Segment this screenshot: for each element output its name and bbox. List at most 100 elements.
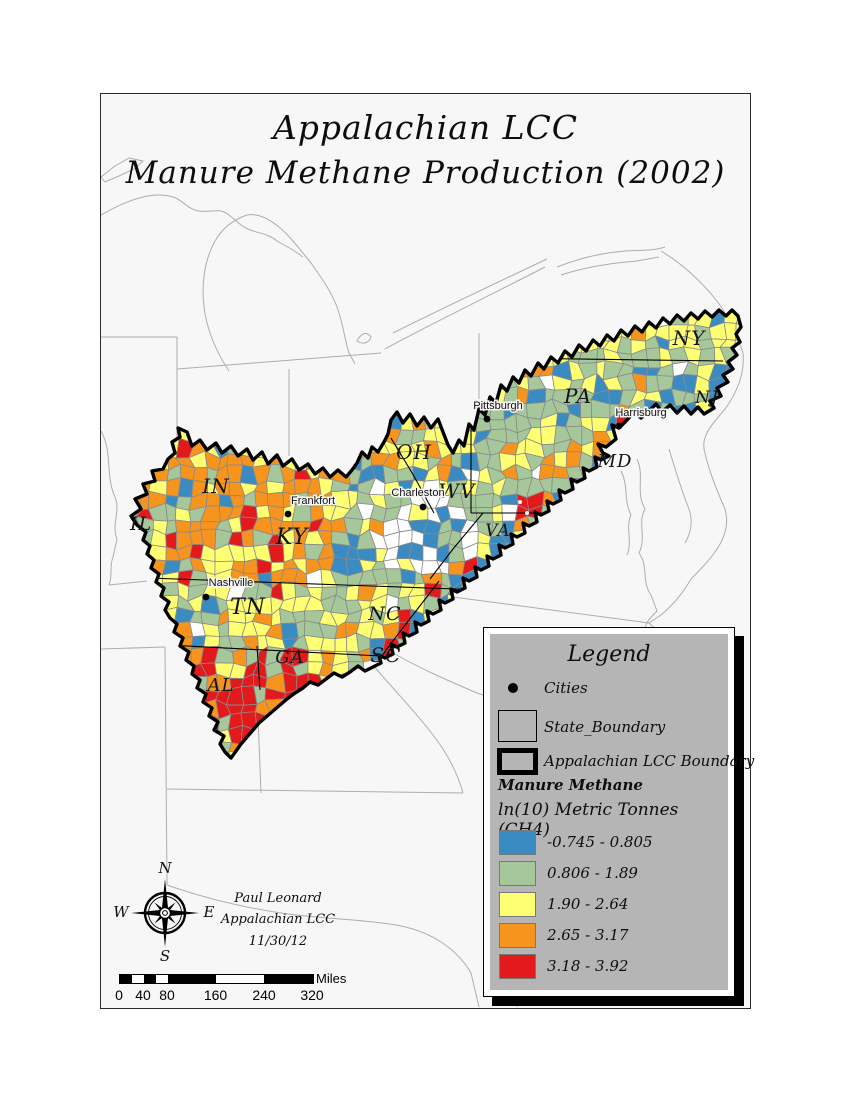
county-cell [330, 689, 348, 705]
state-label-al: AL [206, 675, 235, 696]
county-cell [131, 626, 143, 640]
county-cell [153, 427, 167, 442]
state-outline [452, 596, 650, 624]
county-cell [173, 712, 189, 731]
county-cell [736, 494, 741, 509]
state-label-oh: OH [396, 440, 432, 464]
county-cell [131, 469, 142, 479]
county-cell [131, 437, 137, 460]
county-cell [643, 464, 663, 482]
county-cell [551, 310, 571, 329]
class-swatch [499, 954, 536, 979]
county-cell [280, 622, 299, 641]
county-cell [738, 502, 741, 525]
county-cell [706, 542, 729, 564]
county-cell [475, 581, 490, 602]
county-cell [253, 754, 274, 758]
scale-tick-label: 160 [203, 987, 228, 1003]
county-cell [569, 310, 584, 323]
county-cell [320, 637, 336, 653]
county-cell [511, 568, 531, 585]
county-cell [504, 310, 519, 328]
class-swatch [499, 923, 536, 948]
county-cell [684, 438, 700, 459]
county-cell [719, 542, 741, 564]
county-cell [576, 543, 597, 563]
county-cell [499, 594, 519, 610]
county-cell [580, 494, 596, 512]
county-cell [629, 489, 650, 510]
county-cell [141, 568, 152, 589]
county-cell [279, 738, 300, 758]
class-range-label: 2.65 - 3.17 [547, 926, 629, 944]
county-cell [322, 431, 334, 446]
county-cell [645, 347, 661, 369]
state-border [256, 645, 261, 691]
county-cell [422, 401, 441, 419]
county-cell [321, 737, 337, 758]
state-label-va: VA [485, 521, 510, 541]
county-cell [632, 425, 647, 444]
scale-segment [120, 975, 132, 983]
county-cell [489, 310, 507, 329]
county-cell [708, 437, 728, 457]
county-cell [707, 480, 728, 497]
county-cell [330, 699, 348, 719]
county-cell [131, 638, 142, 654]
appalachian-lcc-boundary [129, 308, 743, 760]
county-cell [488, 334, 502, 353]
county-cell [251, 729, 273, 745]
county-cell [464, 310, 478, 316]
compass-ring-outer [143, 891, 187, 935]
credit-date: 11/30/12 [248, 933, 308, 949]
legend-class-row: -0.745 - 0.805 [499, 830, 724, 855]
county-cell [131, 685, 143, 701]
state-label-pa: PA [563, 384, 592, 408]
county-cell [253, 426, 272, 443]
county-cell [697, 455, 713, 468]
county-cell [580, 310, 595, 314]
county-cell [680, 466, 701, 480]
county-cell [173, 750, 195, 758]
county-cell [649, 310, 661, 312]
county-cell [563, 507, 585, 519]
county-cell [656, 530, 677, 550]
county-cell [720, 386, 736, 402]
compass-letter-east: E [203, 903, 215, 921]
county-cell [357, 413, 370, 430]
county-cell [732, 401, 741, 416]
county-cell [334, 636, 348, 653]
city-dot-frankfort [284, 510, 292, 518]
county-cell [515, 558, 528, 576]
state-outline [101, 157, 144, 183]
county-cell [279, 427, 296, 445]
county-cell [358, 716, 373, 729]
county-cell [408, 541, 424, 562]
county-cell [593, 320, 611, 342]
county-cell [492, 366, 507, 378]
state-border [390, 437, 435, 514]
county-cell [697, 464, 713, 484]
county-cell [656, 516, 673, 535]
county-cell [166, 724, 178, 743]
county-cell [554, 532, 570, 551]
county-cell [131, 715, 141, 730]
county-cell [580, 311, 594, 323]
county-cell [187, 725, 203, 744]
county-cell [643, 495, 663, 512]
county-cell [408, 637, 429, 654]
county-cell [736, 442, 741, 456]
county-cell [473, 310, 493, 316]
scale-tick-label: 0 [115, 987, 123, 1003]
state-outline [556, 246, 666, 268]
county-cell [400, 568, 416, 585]
county-cell [305, 729, 324, 739]
county-cell [137, 649, 157, 668]
county-cell [629, 417, 647, 434]
county-cell [526, 542, 540, 560]
compass-letter-south: S [160, 947, 170, 965]
county-cell [525, 310, 544, 315]
county-cell [667, 516, 688, 536]
county-cell [368, 404, 385, 417]
state-label-in: IN [201, 474, 230, 498]
